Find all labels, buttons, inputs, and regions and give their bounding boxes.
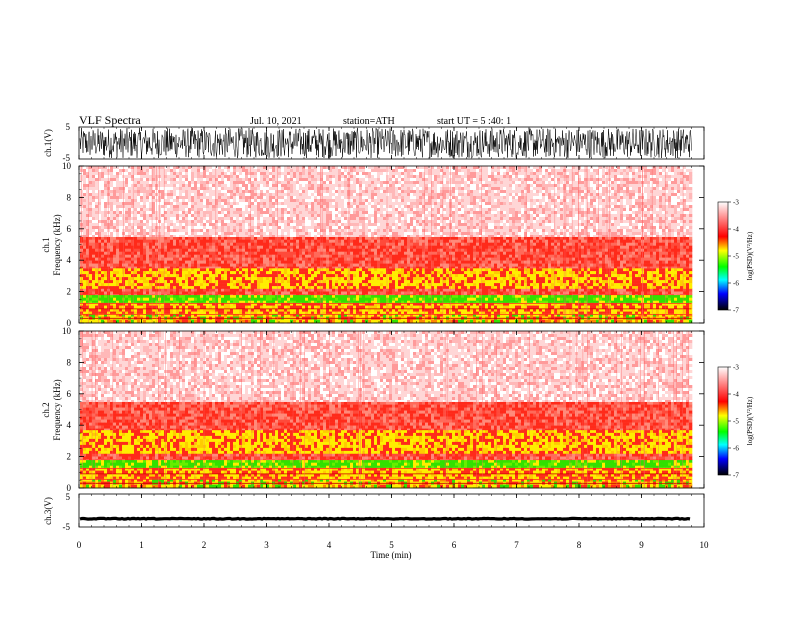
time-tick-label: 8 [577,540,582,550]
ch3-ytick-bottom: -5 [63,522,71,532]
ch2-colorbar-gradient [718,367,728,475]
ch3-waveform-line [80,518,690,519]
s2-band-3 [80,454,692,461]
time-tick-label: 5 [389,540,394,550]
time-tick-label: 7 [514,540,519,550]
figure-title: VLF Spectra [79,113,141,127]
s2-ytick-label: 8 [67,357,72,367]
s1-ytick-label: 10 [62,161,72,171]
s1-band-6 [80,166,692,237]
time-axis-label: Time (min) [371,550,412,560]
s2-ytick-label: 6 [67,389,72,399]
s2-ytick-label: 10 [62,326,72,336]
colorbar-tick-label: -4 [733,226,739,234]
s1-band-1 [80,303,692,314]
ch1-ytick-top: 5 [66,122,71,132]
ch3-waveform-trace [80,518,690,519]
s1-ytick-label: 4 [67,255,72,265]
ch3-plot-area [79,494,704,527]
s1-band-2 [80,295,692,303]
ch1-spec-label: ch.1 [41,237,51,252]
ch1-colorbar: -3 -4 -5 -6 -7 log(PSD)(V²/Hz) [718,199,754,315]
s1-band-4 [80,268,692,289]
s1-ytick-label: 2 [67,287,72,297]
colorbar-tick-label: -3 [733,364,739,372]
ch1-waveform-panel: 5 -5 ch.1(V) [43,122,704,163]
colorbar-tick-label: -7 [733,307,739,315]
s2-ytick-label: 4 [67,420,72,430]
ch3-ylabel: ch.3(V) [43,497,53,525]
colorbar-tick-label: -5 [733,418,739,426]
ch2-colorbar-ticks: -3 -4 -5 -6 -7 [728,364,739,480]
ch2-freq-label: Frequency (kHz) [52,379,62,440]
s1-ytick-label: 8 [67,192,72,202]
colorbar-tick-label: -6 [733,280,739,288]
ch1-freq-label: Frequency (kHz) [52,214,62,275]
ch1-colorbar-label: log(PSD)(V²/Hz) [746,231,754,280]
station-label: station=ATH [343,116,395,127]
ch3-waveform-panel: 5 -5 ch.3(V) [43,492,704,532]
ch2-colorbar-label: log(PSD)(V²/Hz) [746,396,754,445]
colorbar-tick-label: -6 [733,445,739,453]
colorbar-tick-label: -3 [733,199,739,207]
s2-band-6 [80,331,692,402]
s2-band-2 [80,460,692,468]
s2-band-1 [80,468,692,479]
time-tick-label: 6 [452,540,457,550]
time-tick-label: 10 [700,540,710,550]
ch2-spectrogram-image [79,331,704,488]
s2-band-5 [80,402,692,431]
s1-band-5 [80,237,692,269]
colorbar-tick-label: -7 [733,472,739,480]
ch2-spec-label: ch.2 [41,402,51,417]
ch2-colorbar: -3 -4 -5 -6 -7 log(PSD)(V²/Hz) [718,364,754,480]
s1-ytick-label: 6 [67,224,72,234]
colorbar-tick-label: -5 [733,253,739,261]
s2-ytick-label: 2 [67,452,72,462]
ch1-ylabel: ch.1(V) [43,129,53,157]
date-label: Jul. 10, 2021 [250,116,302,127]
ch1-spectrogram-image [79,166,704,323]
s1-band-3 [80,289,692,296]
start-time-label: start UT = 5 :40: 1 [437,116,511,127]
ch1-colorbar-ticks: -3 -4 -5 -6 -7 [728,199,739,315]
time-tick-label: 4 [327,540,332,550]
s2-band-4 [80,430,692,454]
time-tick-label: 9 [639,540,644,550]
ch1-colorbar-gradient [718,202,728,310]
time-tick-label: 0 [77,540,82,550]
time-tick-label: 1 [139,540,144,550]
colorbar-tick-label: -4 [733,391,739,399]
time-tick-label: 2 [202,540,207,550]
time-tick-label: 3 [264,540,269,550]
ch3-ytick-top: 5 [66,492,71,502]
